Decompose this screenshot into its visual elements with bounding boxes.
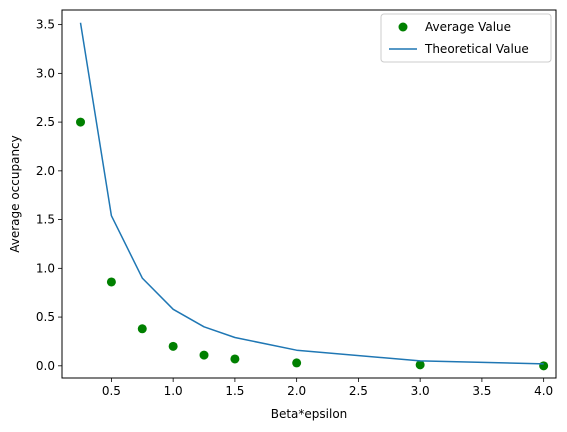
y-axis-label: Average occupancy	[8, 135, 22, 253]
axes-frame	[61, 9, 557, 379]
y-tick-label: 3.0	[36, 66, 55, 80]
plot-area	[76, 22, 549, 371]
average-value-point	[137, 324, 147, 334]
x-tick-label: 3.0	[411, 384, 430, 398]
x-axis-label: Beta*epsilon	[271, 407, 348, 421]
legend-marker-swatch	[398, 22, 408, 32]
average-value-point	[168, 341, 178, 351]
y-axis: 0.0 0.5 1.0 1.5 2.0 2.5 3.0 3.5	[36, 18, 62, 373]
x-tick-label: 2.0	[287, 384, 306, 398]
average-value-point	[415, 360, 425, 370]
legend: Average Value Theoretical Value	[380, 13, 552, 63]
average-value-point	[76, 117, 86, 127]
y-tick-label: 0.5	[36, 310, 55, 324]
average-value-point	[292, 358, 302, 368]
y-tick-label: 3.5	[36, 18, 55, 32]
average-value-point	[106, 277, 116, 287]
x-tick-label: 0.5	[102, 384, 121, 398]
average-value-point	[199, 350, 209, 360]
x-tick-label: 2.5	[349, 384, 368, 398]
x-tick-label: 1.5	[225, 384, 244, 398]
theoretical-value-line	[79, 22, 544, 365]
legend-entry-label: Theoretical Value	[424, 42, 529, 56]
y-tick-label: 1.5	[36, 213, 55, 227]
y-tick-label: 0.0	[36, 359, 55, 373]
legend-entry-label: Average Value	[425, 20, 511, 34]
average-value-point	[539, 361, 549, 371]
legend-box	[380, 13, 552, 63]
x-tick-label: 3.5	[472, 384, 491, 398]
y-tick-label: 1.0	[36, 261, 55, 275]
x-tick-label: 4.0	[534, 384, 553, 398]
y-tick-label: 2.5	[36, 115, 55, 129]
average-value-point	[230, 354, 240, 364]
x-tick-label: 1.0	[164, 384, 183, 398]
x-axis: 0.5 1.0 1.5 2.0 2.5 3.0 3.5 4.0	[102, 378, 553, 398]
y-tick-label: 2.0	[36, 164, 55, 178]
